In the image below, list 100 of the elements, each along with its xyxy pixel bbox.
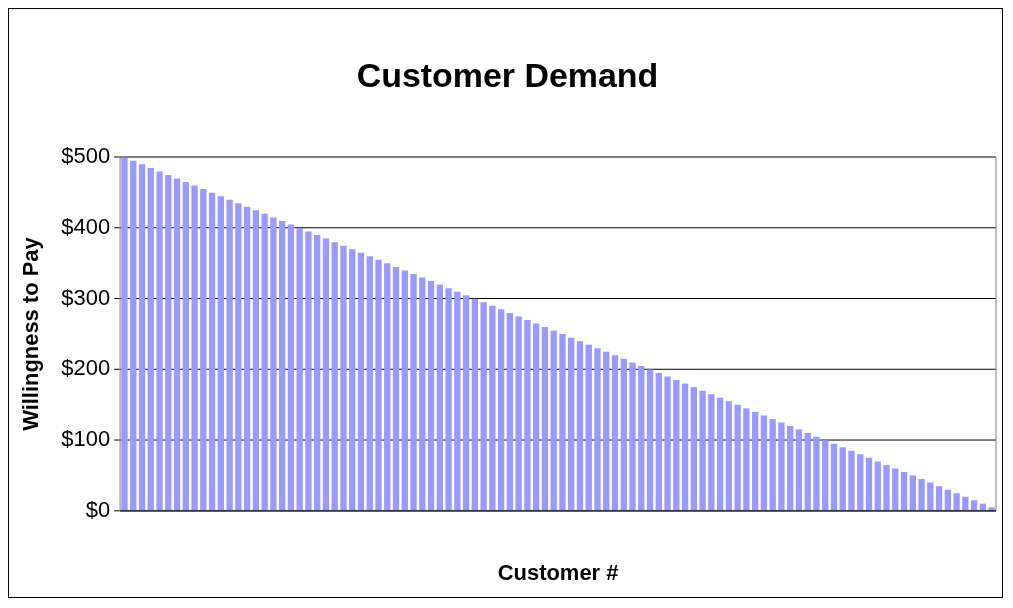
bar (690, 387, 697, 511)
bar (918, 479, 925, 511)
bar (130, 160, 137, 511)
bar (191, 185, 198, 511)
bar (708, 394, 715, 511)
bar (401, 270, 408, 511)
bar (322, 238, 330, 511)
bar (427, 281, 435, 511)
bar (305, 231, 312, 511)
y-tick-label: $300 (61, 284, 111, 310)
bar (349, 249, 356, 511)
y-tick-label: $0 (85, 496, 111, 522)
bar (585, 344, 592, 511)
bar (787, 426, 794, 511)
bar (261, 213, 268, 511)
bar (550, 330, 557, 511)
bar (673, 380, 680, 511)
bar (970, 500, 978, 511)
bar (445, 288, 452, 511)
bar (454, 291, 461, 511)
bar (366, 256, 373, 511)
bar (804, 433, 811, 511)
bar (857, 454, 864, 511)
y-axis-title: Willingness to Pay (18, 236, 44, 431)
bar (629, 362, 636, 511)
bar (664, 376, 671, 511)
bar (795, 429, 803, 511)
bar (287, 224, 295, 511)
bar (419, 277, 426, 511)
bar (314, 235, 321, 511)
bar (497, 309, 505, 511)
bar (769, 418, 776, 511)
bar (506, 312, 514, 511)
bar (182, 182, 189, 511)
y-tick-label: $400 (61, 214, 111, 240)
bar (121, 157, 128, 511)
bar (699, 390, 706, 511)
bar (743, 408, 750, 511)
y-tick-label: $200 (61, 355, 111, 381)
bar (751, 411, 759, 511)
bar (892, 468, 899, 511)
bar (489, 305, 496, 511)
y-tick-label: $500 (61, 143, 111, 169)
bar (734, 404, 741, 511)
bar (235, 203, 242, 511)
bar (603, 351, 610, 511)
bar (988, 507, 995, 511)
chart-title: Customer Demand (356, 55, 659, 94)
bar (270, 217, 277, 511)
bar (173, 178, 181, 511)
bar (874, 461, 881, 511)
bar (200, 189, 207, 511)
bar (839, 447, 846, 511)
bar (156, 171, 163, 511)
bar (568, 337, 575, 511)
bar (559, 334, 566, 511)
bar (462, 295, 470, 511)
bar (865, 457, 873, 511)
bar (962, 496, 969, 511)
bar (953, 493, 960, 511)
bar (935, 486, 943, 511)
bar (681, 383, 689, 511)
bar (296, 228, 303, 511)
bar (594, 348, 601, 511)
bar (252, 210, 260, 511)
bar (480, 302, 487, 511)
bar (576, 341, 584, 511)
bar (392, 266, 400, 511)
bar (533, 323, 540, 511)
bar (436, 284, 443, 511)
bar (138, 164, 146, 511)
bar (778, 422, 785, 511)
bar (620, 358, 627, 511)
x-axis-title: Customer # (497, 559, 619, 585)
bar (944, 489, 951, 511)
bar (830, 443, 838, 511)
bar (410, 273, 417, 511)
bar (384, 263, 391, 511)
bar (340, 245, 347, 511)
bar (716, 397, 724, 511)
bar (541, 327, 549, 511)
y-tick-label: $100 (61, 426, 111, 452)
bar (226, 199, 233, 511)
bar (909, 475, 916, 511)
bar (655, 372, 662, 511)
bar (243, 206, 251, 511)
bar (900, 472, 908, 511)
bar (471, 298, 479, 511)
bar (524, 319, 531, 511)
bar (515, 316, 522, 511)
bar (165, 174, 172, 511)
bar (357, 252, 365, 511)
bar (883, 464, 890, 511)
bar (638, 365, 645, 511)
bar (725, 401, 733, 511)
bar (646, 369, 654, 511)
bar (375, 259, 382, 511)
bar (822, 440, 829, 511)
bar (813, 436, 820, 511)
bar (208, 192, 216, 511)
